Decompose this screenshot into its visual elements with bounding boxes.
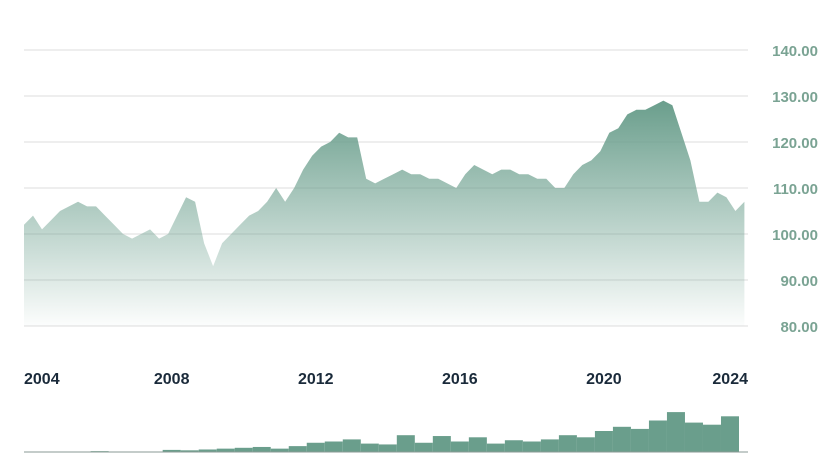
price-area [24, 100, 745, 326]
volume-bar [684, 422, 703, 452]
x-tick-label: 2008 [154, 371, 190, 388]
volume-bar [594, 431, 613, 452]
y-tick-label: 110.00 [773, 181, 818, 198]
volume-bar [414, 442, 433, 452]
volume-bar [252, 446, 271, 452]
volume-bar [450, 441, 469, 452]
y-tick-label: 130.00 [772, 89, 818, 106]
volume-bar [648, 420, 667, 452]
volume-bar [576, 437, 595, 452]
volume-bar [396, 435, 415, 452]
volume-bar [432, 436, 451, 452]
volume-bar [720, 416, 739, 452]
volume-bar [270, 448, 289, 452]
volume-bar [180, 450, 199, 452]
volume-bar [630, 428, 649, 452]
y-tick-label: 80.00 [780, 319, 818, 336]
volume-bar [522, 441, 541, 452]
y-tick-label: 120.00 [772, 135, 818, 152]
x-tick-label: 2016 [442, 371, 478, 388]
x-tick-label: 2020 [586, 371, 622, 388]
volume-bar [558, 435, 577, 452]
volume-bar [324, 441, 343, 452]
volume-bar [540, 439, 559, 452]
volume-bar [702, 424, 721, 452]
volume-bar [198, 449, 217, 452]
volume-bar [360, 443, 379, 452]
x-tick-label: 2004 [24, 371, 60, 388]
volume-bar [504, 440, 523, 452]
volume-bar [306, 442, 325, 452]
volume-bar [288, 446, 307, 452]
x-tick-label: 2012 [298, 371, 334, 388]
volume-bar [666, 412, 685, 452]
volume-bar [342, 439, 361, 452]
volume-bar [216, 448, 235, 452]
volume-bar [378, 444, 397, 452]
y-tick-label: 140.00 [772, 43, 818, 60]
y-tick-label: 100.00 [772, 227, 818, 244]
volume-bar [486, 443, 505, 452]
y-tick-label: 90.00 [780, 273, 818, 290]
volume-bar [234, 447, 253, 452]
x-tick-label: 2024 [712, 371, 748, 388]
volume-bar [612, 426, 631, 452]
volume-bar [468, 437, 487, 452]
volume-bar [162, 449, 181, 452]
